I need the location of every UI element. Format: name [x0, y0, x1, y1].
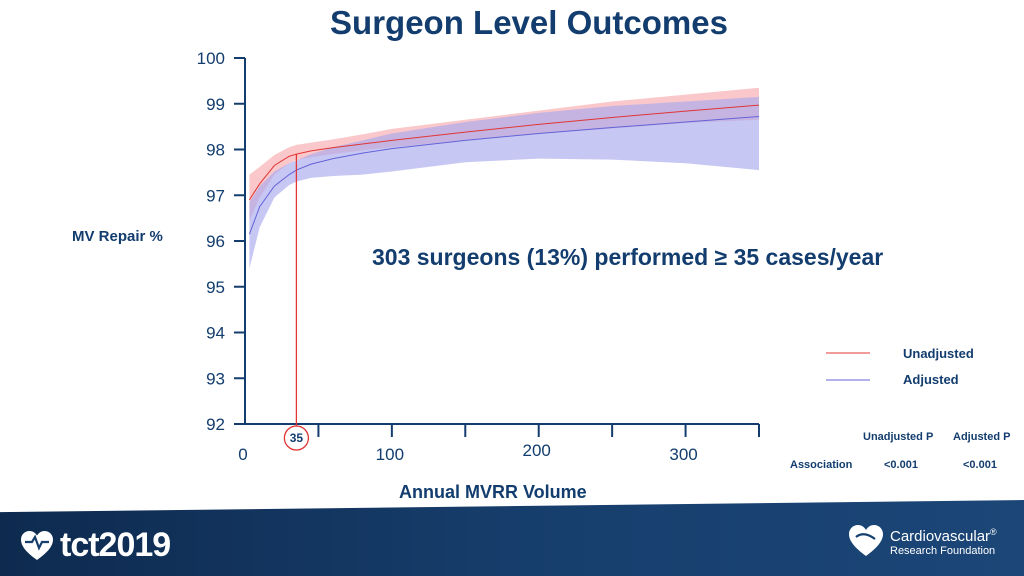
heart-icon — [21, 530, 53, 560]
y-tick-label: 96 — [206, 232, 225, 251]
registered-mark: ® — [990, 526, 997, 537]
y-tick-label: 98 — [206, 141, 225, 160]
y-tick-label: 93 — [206, 369, 225, 388]
y-tick-label: 94 — [206, 324, 225, 343]
heart-icon — [849, 525, 883, 556]
ci-band-adjusted — [249, 96, 760, 269]
series-line-adjusted — [248, 116, 760, 235]
y-tick-label: 97 — [206, 186, 225, 205]
crf-logo: Cardiovascular® Research Foundation — [848, 524, 997, 558]
legend-adjusted-label: Adjusted — [903, 372, 959, 387]
tct-logo: tct2019 — [20, 526, 171, 565]
y-tick-label: 100 — [197, 49, 225, 68]
series-line-unadjusted — [248, 104, 760, 201]
tct-logo-text: tct2019 — [60, 526, 171, 564]
x-tick-label: 0 — [238, 445, 247, 464]
y-tick-label: 95 — [206, 278, 225, 297]
annotation-text: 303 surgeons (13%) performed ≥ 35 cases/… — [372, 244, 884, 270]
threshold-label: 35 — [290, 431, 304, 445]
y-tick-label: 99 — [206, 95, 225, 114]
x-axis-label: Annual MVRR Volume — [399, 482, 587, 502]
y-tick-label: 92 — [206, 415, 225, 434]
legend-unadjusted-label: Unadjusted — [903, 346, 974, 361]
stats-unadjusted-p: <0.001 — [884, 459, 918, 471]
x-tick-label: 300 — [669, 445, 697, 464]
page-title: Surgeon Level Outcomes — [330, 4, 728, 41]
x-tick-label: 100 — [376, 445, 404, 464]
x-tick-label: 200 — [523, 441, 551, 460]
stats-col-adjusted: Adjusted P — [953, 431, 1011, 443]
stats-adjusted-p: <0.001 — [963, 459, 997, 471]
outcome-chart: 92 93 94 95 96 97 98 99 100 0 100 200 300 35 — [197, 49, 870, 464]
stats-col-unadjusted: Unadjusted P — [863, 431, 934, 443]
crf-logo-line2: Research Foundation — [890, 544, 996, 557]
y-axis-label: MV Repair % — [72, 228, 163, 245]
threshold-circle — [283, 425, 310, 451]
stats-row-label: Association — [790, 459, 853, 471]
crf-logo-line1: Cardiovascular — [890, 527, 991, 545]
